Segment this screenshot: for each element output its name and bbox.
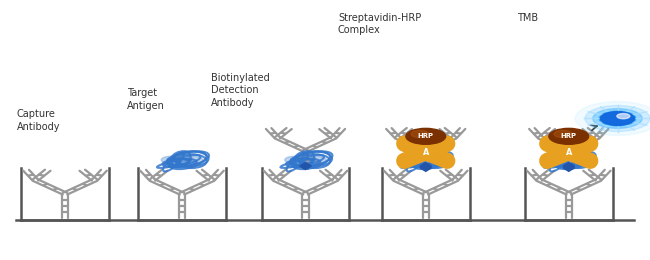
Circle shape xyxy=(617,114,630,119)
Circle shape xyxy=(554,147,583,158)
Circle shape xyxy=(560,154,578,162)
Text: Biotinylated
Detection
Antibody: Biotinylated Detection Antibody xyxy=(211,73,270,108)
Circle shape xyxy=(285,156,304,164)
Text: Target
Antigen: Target Antigen xyxy=(127,88,164,111)
Circle shape xyxy=(428,157,447,164)
Circle shape xyxy=(601,112,634,125)
Polygon shape xyxy=(300,162,311,170)
Circle shape xyxy=(549,128,589,144)
Text: Streptavidin-HRP
Complex: Streptavidin-HRP Complex xyxy=(338,13,421,35)
Text: TMB: TMB xyxy=(517,13,538,23)
Circle shape xyxy=(185,157,203,164)
Circle shape xyxy=(297,154,315,162)
Circle shape xyxy=(161,156,180,164)
Polygon shape xyxy=(563,164,575,171)
Circle shape xyxy=(179,160,198,167)
Circle shape xyxy=(405,156,424,164)
Circle shape xyxy=(409,160,427,167)
Circle shape xyxy=(552,160,570,167)
Circle shape xyxy=(554,131,572,138)
Circle shape xyxy=(571,157,590,164)
Text: Capture
Antibody: Capture Antibody xyxy=(17,109,60,132)
Text: A: A xyxy=(422,148,429,157)
Polygon shape xyxy=(420,162,432,170)
Circle shape xyxy=(417,154,436,162)
Circle shape xyxy=(585,106,650,132)
Circle shape xyxy=(411,131,429,138)
Circle shape xyxy=(303,160,322,167)
Circle shape xyxy=(423,160,442,167)
Circle shape xyxy=(308,157,327,164)
Circle shape xyxy=(289,160,307,167)
Circle shape xyxy=(411,147,440,158)
Circle shape xyxy=(593,109,642,128)
Text: A: A xyxy=(566,148,572,157)
Circle shape xyxy=(599,111,636,126)
Polygon shape xyxy=(420,164,432,171)
Circle shape xyxy=(406,128,446,144)
Circle shape xyxy=(165,160,183,167)
Circle shape xyxy=(566,160,585,167)
Circle shape xyxy=(575,102,650,135)
Polygon shape xyxy=(563,162,575,170)
Text: HRP: HRP xyxy=(418,133,434,139)
Circle shape xyxy=(174,154,192,162)
Circle shape xyxy=(548,156,567,164)
Text: HRP: HRP xyxy=(561,133,577,139)
